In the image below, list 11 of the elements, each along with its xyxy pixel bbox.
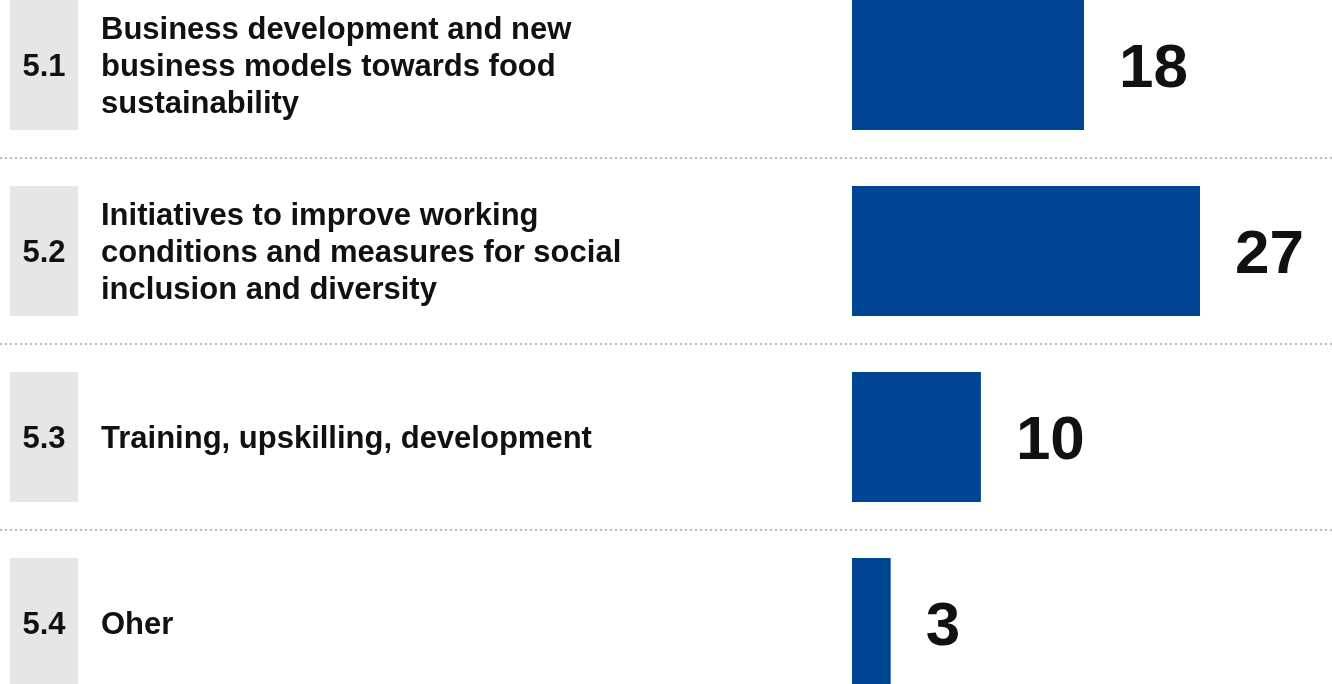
data-label: 3 — [925, 589, 961, 658]
data-label: 10 — [1015, 403, 1085, 472]
y-tick-label: 5.2 Initiatives to improve working conditions and measures for social inclusion and diversity — [22, 197, 622, 306]
y-tick-label: 5.1 Business development and new business models towards food sustainability — [22, 11, 573, 120]
data-label: 18 — [1119, 31, 1188, 100]
bar — [852, 372, 981, 502]
bar — [852, 186, 1200, 316]
bar — [852, 0, 1084, 130]
data-label: 27 — [1235, 217, 1304, 286]
y-tick-label: 5.3 Training, upskilling, development — [22, 420, 592, 455]
y-tick-label: 5.4 Oher — [22, 606, 174, 641]
